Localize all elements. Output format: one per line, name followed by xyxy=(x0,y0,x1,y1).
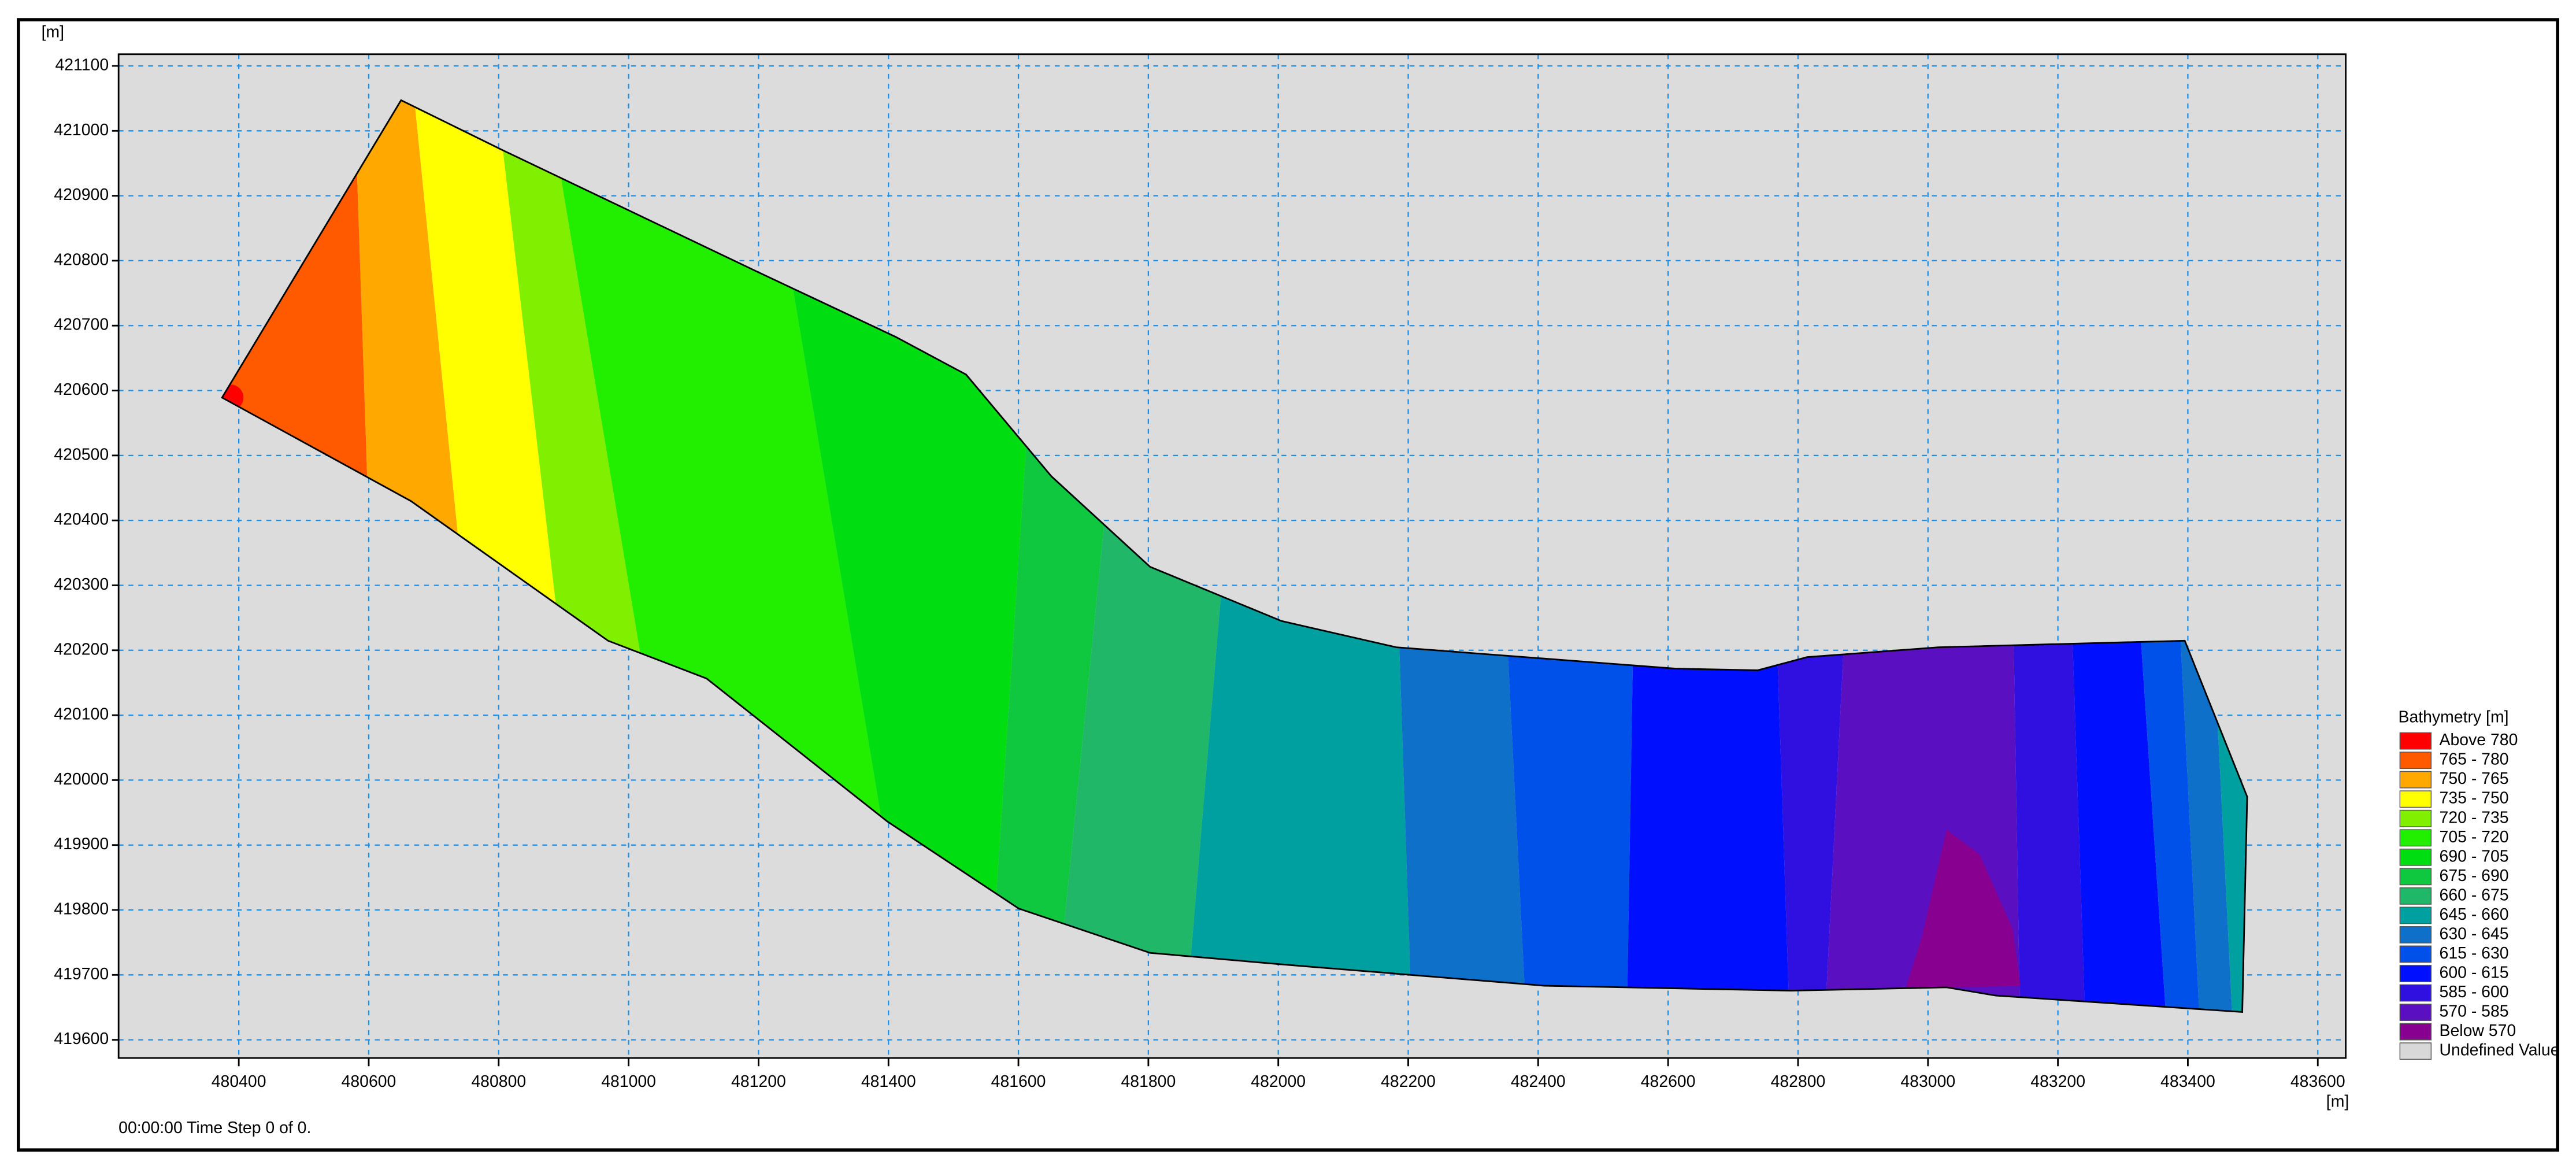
legend-swatch xyxy=(2399,965,2432,982)
y-tick-label: 420800 xyxy=(54,250,109,269)
legend-swatch xyxy=(2399,790,2432,808)
legend-title: Bathymetry [m] xyxy=(2399,708,2509,726)
x-tick-label: 481600 xyxy=(991,1072,1046,1091)
y-tick-label: 420600 xyxy=(54,380,109,399)
y-axis-label: [m] xyxy=(42,23,64,41)
x-tick-label: 482600 xyxy=(1641,1072,1696,1091)
legend-swatch xyxy=(2399,906,2432,924)
legend-label: 645 - 660 xyxy=(2440,905,2509,924)
y-tick-label: 420500 xyxy=(54,445,109,464)
x-tick-label: 481000 xyxy=(601,1072,656,1091)
legend-swatch xyxy=(2399,1042,2432,1060)
x-tick-label: 482800 xyxy=(1771,1072,1826,1091)
legend-swatch xyxy=(2399,1004,2432,1021)
plot-border xyxy=(117,53,2347,1059)
legend-label: 675 - 690 xyxy=(2440,867,2509,885)
y-tick-label: 419800 xyxy=(54,900,109,919)
legend-swatch xyxy=(2399,868,2432,886)
y-tick-label: 420700 xyxy=(54,316,109,334)
domain-outline xyxy=(221,99,2248,1013)
footer: 00:00:00 Time Step 0 of 0. xyxy=(118,1119,311,1137)
y-tick-label: 419700 xyxy=(54,965,109,983)
legend-label: 615 - 630 xyxy=(2440,944,2509,963)
legend-swatch xyxy=(2399,1023,2432,1041)
legend-label: 750 - 765 xyxy=(2440,769,2509,788)
y-tick-label: 419600 xyxy=(54,1030,109,1048)
x-tick-label: 482000 xyxy=(1251,1072,1306,1091)
x-tick-label: 482200 xyxy=(1381,1072,1436,1091)
x-tick-label: 483400 xyxy=(2160,1072,2215,1091)
y-tick-label: 421000 xyxy=(54,121,109,139)
legend-label: 735 - 750 xyxy=(2440,789,2509,808)
x-tick-label: 480800 xyxy=(471,1072,526,1091)
y-tick-label: 421100 xyxy=(55,55,109,74)
x-tick-label: 480400 xyxy=(212,1072,266,1091)
x-tick-label: 481200 xyxy=(731,1072,786,1091)
x-tick-label: 483600 xyxy=(2290,1072,2345,1091)
legend-label: 570 - 585 xyxy=(2440,1002,2509,1021)
legend-swatch xyxy=(2399,926,2432,943)
y-tick-label: 420400 xyxy=(54,510,109,529)
y-tick-label: 420000 xyxy=(54,770,109,789)
legend-swatch xyxy=(2399,984,2432,1002)
legend-swatch xyxy=(2399,771,2432,789)
legend-swatch xyxy=(2399,732,2432,750)
x-tick-label: 483000 xyxy=(1900,1072,1955,1091)
legend-swatch xyxy=(2399,829,2432,847)
x-tick-label: 481400 xyxy=(861,1072,916,1091)
legend-label: 765 - 780 xyxy=(2440,750,2509,769)
legend-label: Above 780 xyxy=(2440,731,2518,749)
legend-swatch xyxy=(2399,945,2432,963)
x-tick-label: 480600 xyxy=(342,1072,396,1091)
legend-swatch xyxy=(2399,809,2432,827)
y-tick-label: 419900 xyxy=(54,835,109,853)
y-tick-label: 420900 xyxy=(54,186,109,204)
y-tick-label: 420100 xyxy=(54,705,109,724)
y-tick-label: 420300 xyxy=(54,575,109,594)
x-axis-label: [m] xyxy=(2326,1092,2349,1111)
legend-label: Below 570 xyxy=(2440,1022,2516,1040)
x-tick-label: 482400 xyxy=(1511,1072,1566,1091)
legend-label: 705 - 720 xyxy=(2440,828,2509,846)
legend-swatch xyxy=(2399,848,2432,866)
x-tick-label: 483200 xyxy=(2030,1072,2085,1091)
legend-label: 630 - 645 xyxy=(2440,924,2509,943)
y-tick-label: 420200 xyxy=(54,640,109,658)
legend-label: 690 - 705 xyxy=(2440,847,2509,865)
legend-label: 660 - 675 xyxy=(2440,886,2509,904)
contour-band xyxy=(1905,830,2021,989)
legend-label: 585 - 600 xyxy=(2440,983,2509,1001)
legend-label: Undefined Value xyxy=(2440,1041,2560,1060)
legend-swatch xyxy=(2399,752,2432,769)
legend-label: 720 - 735 xyxy=(2440,808,2509,827)
legend-label: 600 - 615 xyxy=(2440,964,2509,982)
legend-swatch xyxy=(2399,887,2432,905)
x-tick-label: 481800 xyxy=(1121,1072,1176,1091)
